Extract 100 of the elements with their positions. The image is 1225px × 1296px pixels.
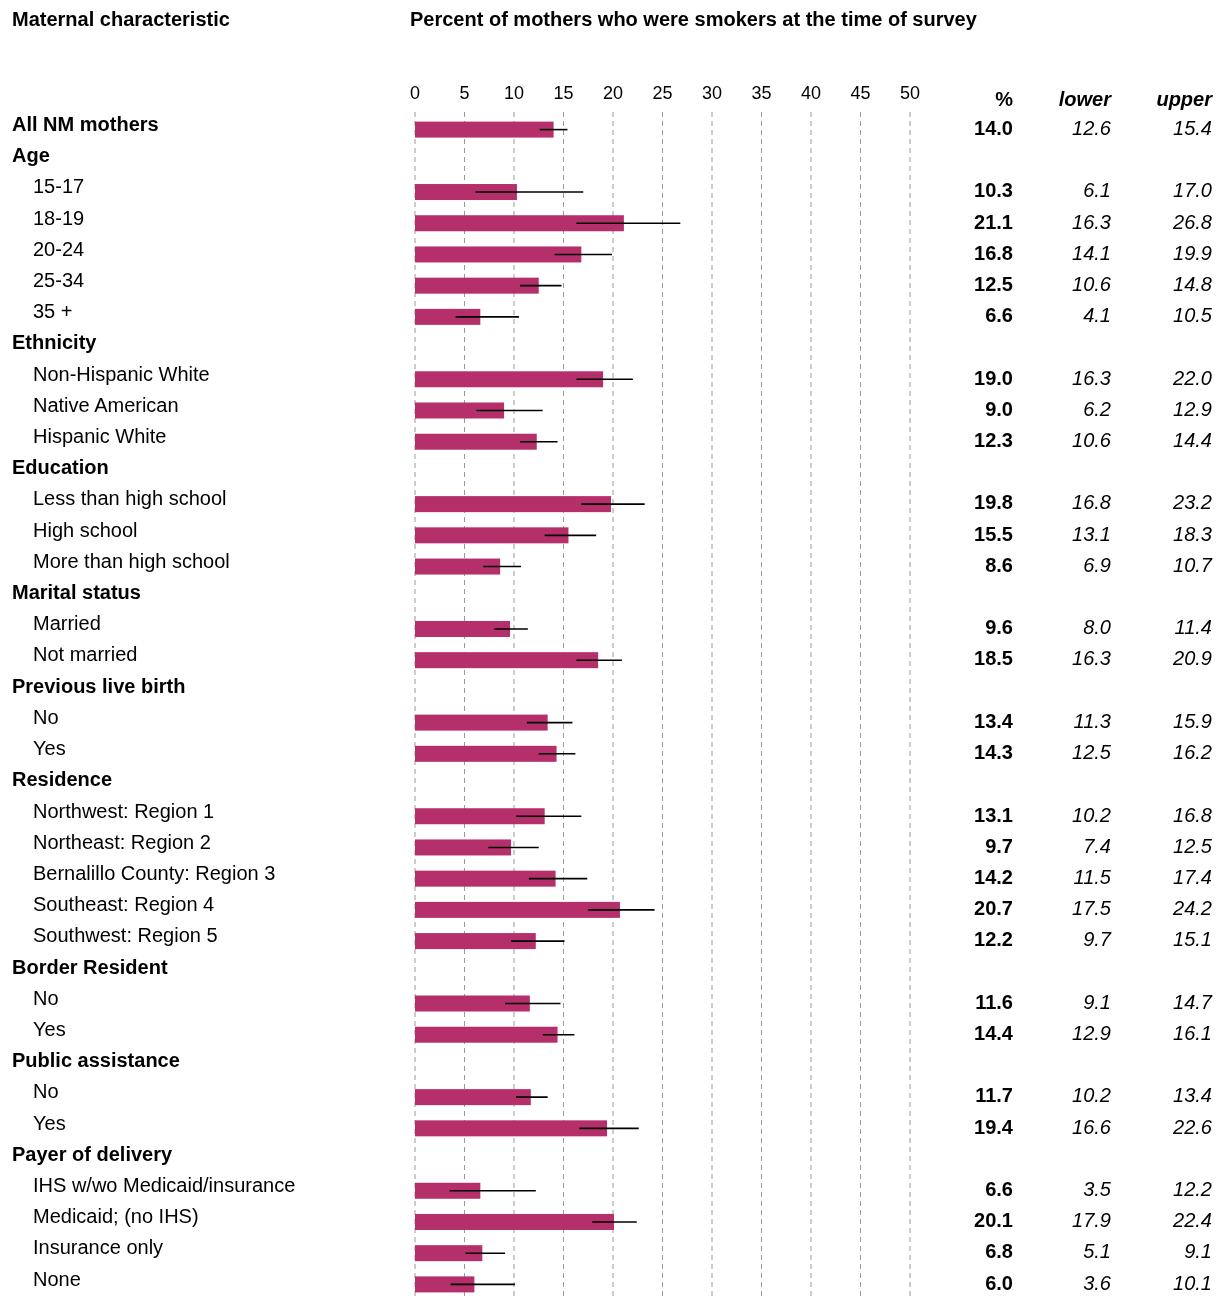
text: 14.4 [1173,428,1212,451]
y-tick-label: Northwest: Region 1 [33,799,215,822]
data-label: 10.3 [974,179,1013,202]
text: 22.6 [1172,1115,1213,1138]
text: 17.0 [1173,179,1212,202]
text: 19.9 [1173,241,1212,264]
text: 6.2 [1083,397,1111,420]
text: Age [12,144,50,167]
text: 16.2 [1173,741,1212,764]
text: 11.5 [1073,865,1112,888]
data-label: 8.6 [985,553,1013,576]
bar [415,901,620,918]
text: 26.8 [1172,210,1212,233]
text: 9.7 [1083,928,1112,951]
text: 24.2 [1172,897,1212,920]
bar [415,714,548,731]
bar [415,402,505,419]
text: 16.8 [1173,803,1212,826]
bar [415,496,612,513]
text: 8.0 [1083,616,1111,639]
y-tick-label: More than high school [33,549,230,572]
text: 12.9 [1072,1021,1111,1044]
y-tick-label: 20-24 [33,237,85,260]
x-tick-label: 30 [701,83,723,103]
data-label: 9.6 [985,616,1013,639]
bar [415,527,569,544]
text: 9.1 [1083,990,1111,1013]
y-tick-label: Yes [33,1017,66,1040]
text: 14.1 [1072,241,1111,264]
y-tick-label: Yes [33,737,66,760]
x-tick-label: 15 [553,83,574,103]
text: 12.2 [1173,1178,1212,1201]
y-tick-label: Native American [33,393,179,416]
data-label: 9.0 [985,397,1013,420]
text: 6.9 [1083,553,1111,576]
text: 10.7 [1173,553,1213,576]
y-tick-label: Yes [33,1111,66,1134]
data-label: 12.5 [974,272,1013,295]
text: 6.1 [1083,179,1111,202]
data-label: 14.4 [974,1021,1014,1044]
text: 10.2 [1072,1084,1111,1107]
text: 16.3 [1072,210,1111,233]
y-tick-label: No [33,1080,59,1103]
text: 14.7 [1173,990,1213,1013]
text: 16.6 [1072,1115,1112,1138]
y-tick-label: 15-17 [33,175,85,198]
y-tick-label: None [33,1267,81,1290]
text: 3.6 [1083,1271,1112,1294]
data-label: 6.8 [985,1240,1013,1263]
y-tick-label: Hispanic White [33,424,167,447]
data-label: 19.0 [974,366,1013,389]
text: 16.3 [1072,647,1111,670]
y-tick-label: Medicaid; (no IHS) [33,1205,199,1228]
data-label: 14.2 [974,865,1013,888]
bar [415,371,604,388]
text: % [995,88,1014,110]
text: Public assistance [12,1049,180,1072]
x-tick-label: 10 [503,83,525,103]
text: 16.1 [1173,1021,1212,1044]
data-label: 21.1 [974,210,1013,233]
x-tick-label: 50 [899,83,921,103]
text: 14.8 [1173,272,1212,295]
text: 22.4 [1172,1209,1212,1232]
text: Ethnicity [12,331,98,354]
bar [415,1120,608,1137]
text: 11.4 [1174,616,1212,639]
text: 12.5 [1072,741,1112,764]
y-axis-title: Maternal characteristic [12,8,230,30]
data-label: 19.8 [974,491,1013,514]
text: 22.0 [1172,366,1212,389]
x-tick-label: 40 [800,83,822,103]
text: 5.1 [1083,1240,1111,1263]
text: 15.4 [1173,116,1212,139]
y-tick-label: Non-Hispanic White [33,362,210,385]
text: 18.3 [1173,522,1212,545]
y-tick-label: Northeast: Region 2 [33,830,211,853]
y-tick-label: Bernalillo County: Region 3 [33,861,276,884]
text: lower [1058,88,1113,110]
y-tick-label: 35 + [33,300,73,323]
bar [415,1026,558,1043]
y-tick-label: Insurance only [33,1236,164,1259]
data-label: 14.3 [974,741,1013,764]
text: Marital status [12,581,141,604]
data-label: 12.3 [974,428,1013,451]
text: upper [1156,88,1214,110]
bar [415,745,557,762]
y-tick-label: Less than high school [33,487,227,510]
y-tick-label: IHS w/wo Medicaid/insurance [33,1174,296,1197]
bar [415,995,530,1012]
data-label: 6.6 [985,1178,1013,1201]
text: 15.9 [1173,709,1212,732]
text: Education [12,456,109,479]
data-label: 20.7 [974,897,1013,920]
bar [415,121,554,138]
data-label: 14.0 [974,116,1013,139]
y-tick-label: 25-34 [33,268,85,291]
data-label: 18.5 [974,647,1013,670]
y-tick-label: High school [33,518,138,541]
bar [415,433,537,450]
data-label: 16.8 [974,241,1013,264]
